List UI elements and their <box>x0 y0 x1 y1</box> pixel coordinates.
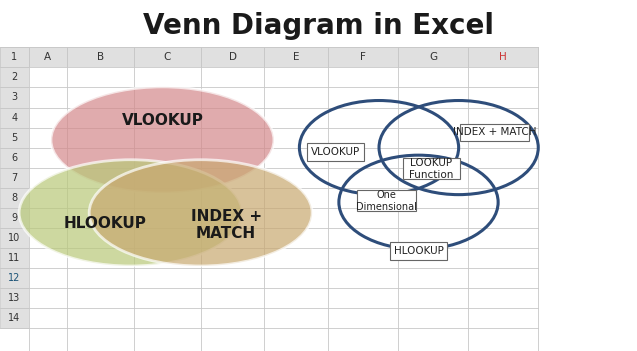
FancyBboxPatch shape <box>468 47 538 67</box>
Text: 5: 5 <box>11 133 17 143</box>
Text: HLOOKUP: HLOOKUP <box>394 246 443 256</box>
FancyBboxPatch shape <box>0 47 29 67</box>
FancyBboxPatch shape <box>0 107 29 127</box>
FancyBboxPatch shape <box>0 188 29 208</box>
FancyBboxPatch shape <box>390 242 447 260</box>
Text: HLOOKUP: HLOOKUP <box>64 216 147 231</box>
FancyBboxPatch shape <box>0 268 29 288</box>
Ellipse shape <box>19 160 242 266</box>
FancyBboxPatch shape <box>264 47 328 67</box>
FancyBboxPatch shape <box>357 190 416 211</box>
FancyBboxPatch shape <box>0 67 29 87</box>
FancyBboxPatch shape <box>0 87 29 107</box>
FancyBboxPatch shape <box>134 47 201 67</box>
Text: INDEX + MATCH: INDEX + MATCH <box>452 127 536 137</box>
Text: 4: 4 <box>11 113 17 122</box>
Ellipse shape <box>89 160 312 266</box>
Text: One
Dimensional: One Dimensional <box>356 190 417 212</box>
Text: VLOOKUP: VLOOKUP <box>311 147 361 157</box>
Text: 7: 7 <box>11 173 17 183</box>
FancyBboxPatch shape <box>0 288 29 308</box>
FancyBboxPatch shape <box>0 228 29 248</box>
Text: G: G <box>429 52 437 62</box>
Text: Venn Diagram in Excel: Venn Diagram in Excel <box>143 12 494 40</box>
FancyBboxPatch shape <box>29 47 67 67</box>
Text: 1: 1 <box>11 52 17 62</box>
Text: 6: 6 <box>11 153 17 163</box>
FancyBboxPatch shape <box>328 47 398 67</box>
Text: F: F <box>360 52 366 62</box>
FancyBboxPatch shape <box>398 47 468 67</box>
FancyBboxPatch shape <box>0 168 29 188</box>
FancyBboxPatch shape <box>0 127 29 147</box>
Text: 10: 10 <box>8 233 20 243</box>
Text: 9: 9 <box>11 213 17 223</box>
FancyBboxPatch shape <box>307 143 364 161</box>
Text: 14: 14 <box>8 313 20 323</box>
FancyBboxPatch shape <box>460 124 529 141</box>
Text: 12: 12 <box>8 273 20 283</box>
Text: 11: 11 <box>8 253 20 263</box>
FancyBboxPatch shape <box>0 308 29 328</box>
Text: 3: 3 <box>11 92 17 102</box>
Ellipse shape <box>51 87 274 193</box>
FancyBboxPatch shape <box>67 47 134 67</box>
FancyBboxPatch shape <box>0 147 29 168</box>
Text: VLOOKUP: VLOOKUP <box>122 113 203 128</box>
FancyBboxPatch shape <box>0 47 29 67</box>
FancyBboxPatch shape <box>0 248 29 268</box>
FancyBboxPatch shape <box>29 67 538 351</box>
Text: C: C <box>164 52 171 62</box>
Text: H: H <box>499 52 507 62</box>
FancyBboxPatch shape <box>0 208 29 228</box>
Text: D: D <box>229 52 236 62</box>
Text: 2: 2 <box>11 72 17 82</box>
Text: A: A <box>44 52 52 62</box>
FancyBboxPatch shape <box>201 47 264 67</box>
Text: 8: 8 <box>11 193 17 203</box>
Text: 13: 13 <box>8 293 20 303</box>
Text: INDEX +
MATCH: INDEX + MATCH <box>190 209 262 241</box>
Text: B: B <box>97 52 104 62</box>
FancyBboxPatch shape <box>403 158 460 179</box>
Text: LOOKUP
Function: LOOKUP Function <box>409 158 454 180</box>
Text: E: E <box>293 52 299 62</box>
